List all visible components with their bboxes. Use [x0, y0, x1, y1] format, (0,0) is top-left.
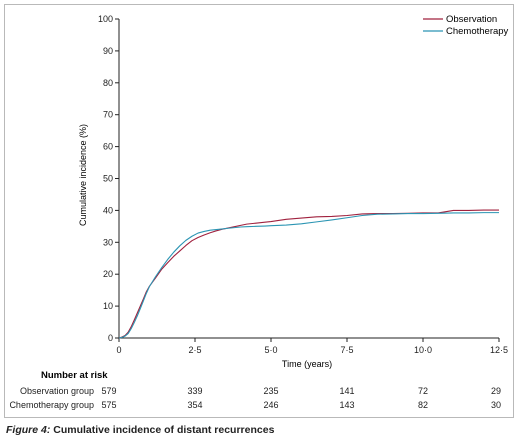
- risk-table-rows: Observation group 579 339 235 141 72 29 Chemoth…: [9, 386, 501, 410]
- risk-table-title: Number at risk: [41, 370, 108, 381]
- risk-count: 339: [187, 386, 202, 396]
- y-tick-label: 20: [103, 269, 113, 279]
- risk-count: 354: [187, 400, 202, 410]
- axes-group: 0 10 20 30 40 50 60 70 80 90 100 0 2·5 5·0 7·5 10·0 12·5: [98, 14, 508, 355]
- legend-chemotherapy-label: Chemotherapy: [446, 26, 509, 37]
- y-tick-label: 30: [103, 237, 113, 247]
- cumulative-incidence-chart: 0 10 20 30 40 50 60 70 80 90 100 0 2·5 5·0 7·5 10·0 12·5…: [9, 14, 509, 410]
- y-axis-label: Cumulative incidence (%): [78, 124, 88, 226]
- x-tick-label: 7·5: [340, 345, 353, 355]
- y-tick-label: 40: [103, 205, 113, 215]
- y-tick-label: 80: [103, 78, 113, 88]
- y-tick-label: 70: [103, 110, 113, 120]
- risk-row-label: Observation group: [20, 386, 94, 396]
- caption-text: Cumulative incidence of distant recurren…: [53, 424, 275, 436]
- risk-count: 575: [101, 400, 116, 410]
- legend: Observation Chemotherapy: [423, 14, 509, 37]
- risk-count: 235: [263, 386, 278, 396]
- risk-count: 30: [491, 400, 501, 410]
- x-tick-label: 2·5: [188, 345, 201, 355]
- number-at-risk-table: Number at risk Observation group 579 339 23…: [9, 370, 501, 410]
- risk-count: 579: [101, 386, 116, 396]
- y-tick-label: 0: [108, 333, 113, 343]
- y-tick-label: 60: [103, 142, 113, 152]
- figure-caption: Figure 4: Cumulative incidence of distan…: [6, 424, 274, 436]
- x-tick-label: 0: [116, 345, 121, 355]
- risk-count: 72: [418, 386, 428, 396]
- risk-count: 29: [491, 386, 501, 396]
- risk-count: 82: [418, 400, 428, 410]
- y-tick-label: 100: [98, 14, 113, 24]
- legend-observation-label: Observation: [446, 14, 497, 25]
- chemotherapy-series-line: [118, 212, 499, 339]
- caption-label: Figure 4:: [6, 424, 51, 436]
- series-layer: [118, 209, 499, 339]
- risk-count: 143: [339, 400, 354, 410]
- risk-row-label: Chemotherapy group: [9, 400, 94, 410]
- risk-count: 141: [339, 386, 354, 396]
- y-tick-label: 90: [103, 46, 113, 56]
- x-tick-label: 5·0: [264, 345, 277, 355]
- risk-count: 246: [263, 400, 278, 410]
- observation-series-line: [118, 209, 499, 339]
- y-tick-label: 50: [103, 174, 113, 184]
- y-tick-label: 10: [103, 301, 113, 311]
- x-axis-label: Time (years): [282, 359, 332, 369]
- x-tick-label: 12·5: [490, 345, 508, 355]
- x-tick-label: 10·0: [414, 345, 432, 355]
- figure-panel: 0 10 20 30 40 50 60 70 80 90 100 0 2·5 5·0 7·5 10·0 12·5…: [4, 4, 514, 418]
